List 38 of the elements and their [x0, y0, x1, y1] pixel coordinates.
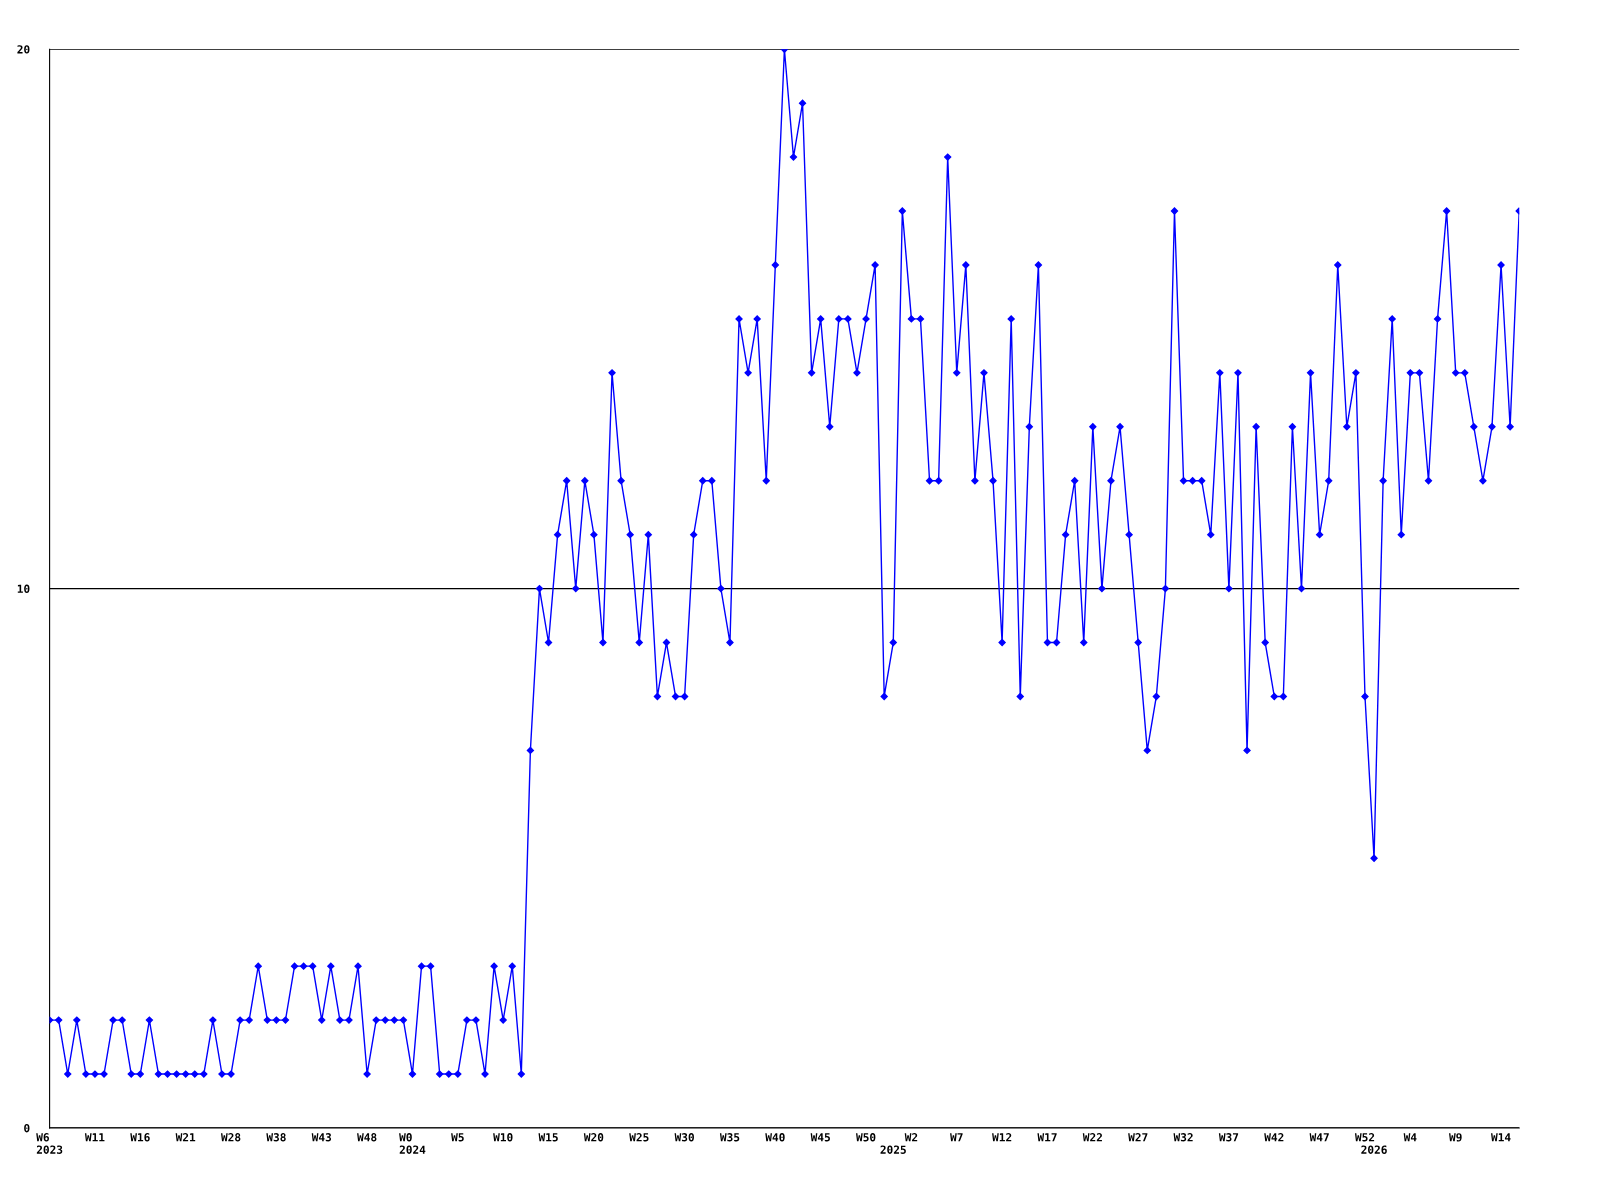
x-tick-label: 2026 — [1361, 1145, 1387, 1154]
x-tick-label: W9 — [1449, 1133, 1462, 1142]
x-tick-label: W37 — [1218, 1133, 1239, 1142]
x-tick-label: W12 — [992, 1133, 1012, 1142]
x-tick-label: W32 — [1173, 1133, 1193, 1142]
y-tick-label: 0 — [24, 1123, 30, 1133]
x-tick-label: W6 2023 — [36, 1133, 63, 1154]
x-tick-label: W28 — [221, 1133, 241, 1142]
x-tick-label: W50 — [856, 1133, 876, 1142]
x-tick-label: W0 2024 — [399, 1133, 426, 1154]
x-tick-label: W16 — [130, 1133, 150, 1142]
x-tick-label: W2 — [904, 1133, 918, 1142]
x-tick-label: W17 — [1037, 1133, 1057, 1142]
x-tick-label: W20 — [583, 1133, 604, 1142]
x-tick-label: W27 — [1128, 1133, 1148, 1142]
x-tick-label: W7 — [950, 1133, 963, 1142]
y-tick-label: 20 — [17, 45, 30, 54]
x-tick-label: W10 — [493, 1133, 513, 1142]
x-tick-label: W15 — [538, 1133, 558, 1142]
x-tick-label: W43 — [311, 1133, 332, 1142]
x-tick-label: W48 — [357, 1133, 377, 1142]
x-tick-label: W21 — [175, 1133, 196, 1142]
x-tick-label: W5 — [451, 1133, 464, 1142]
x-tick-label: W25 — [629, 1133, 649, 1142]
x-tick-label: W47 — [1309, 1133, 1329, 1142]
x-tick-label: W35 — [719, 1133, 740, 1142]
x-tick-label: 2025 — [880, 1145, 906, 1154]
y-tick-label: 10 — [17, 584, 30, 593]
x-tick-label: W14 — [1491, 1133, 1511, 1142]
x-tick-label: W52 — [1354, 1133, 1375, 1142]
x-tick-label: W22 — [1082, 1133, 1102, 1142]
x-tick-label: W42 — [1264, 1133, 1284, 1142]
x-tick-label: W45 — [810, 1133, 830, 1142]
x-tick-label: W11 — [84, 1133, 105, 1142]
x-tick-label: W38 — [266, 1133, 286, 1142]
x-tick-label: W4 — [1403, 1133, 1417, 1142]
x-tick-label: W30 — [674, 1133, 694, 1142]
x-tick-label: W40 — [765, 1133, 785, 1142]
